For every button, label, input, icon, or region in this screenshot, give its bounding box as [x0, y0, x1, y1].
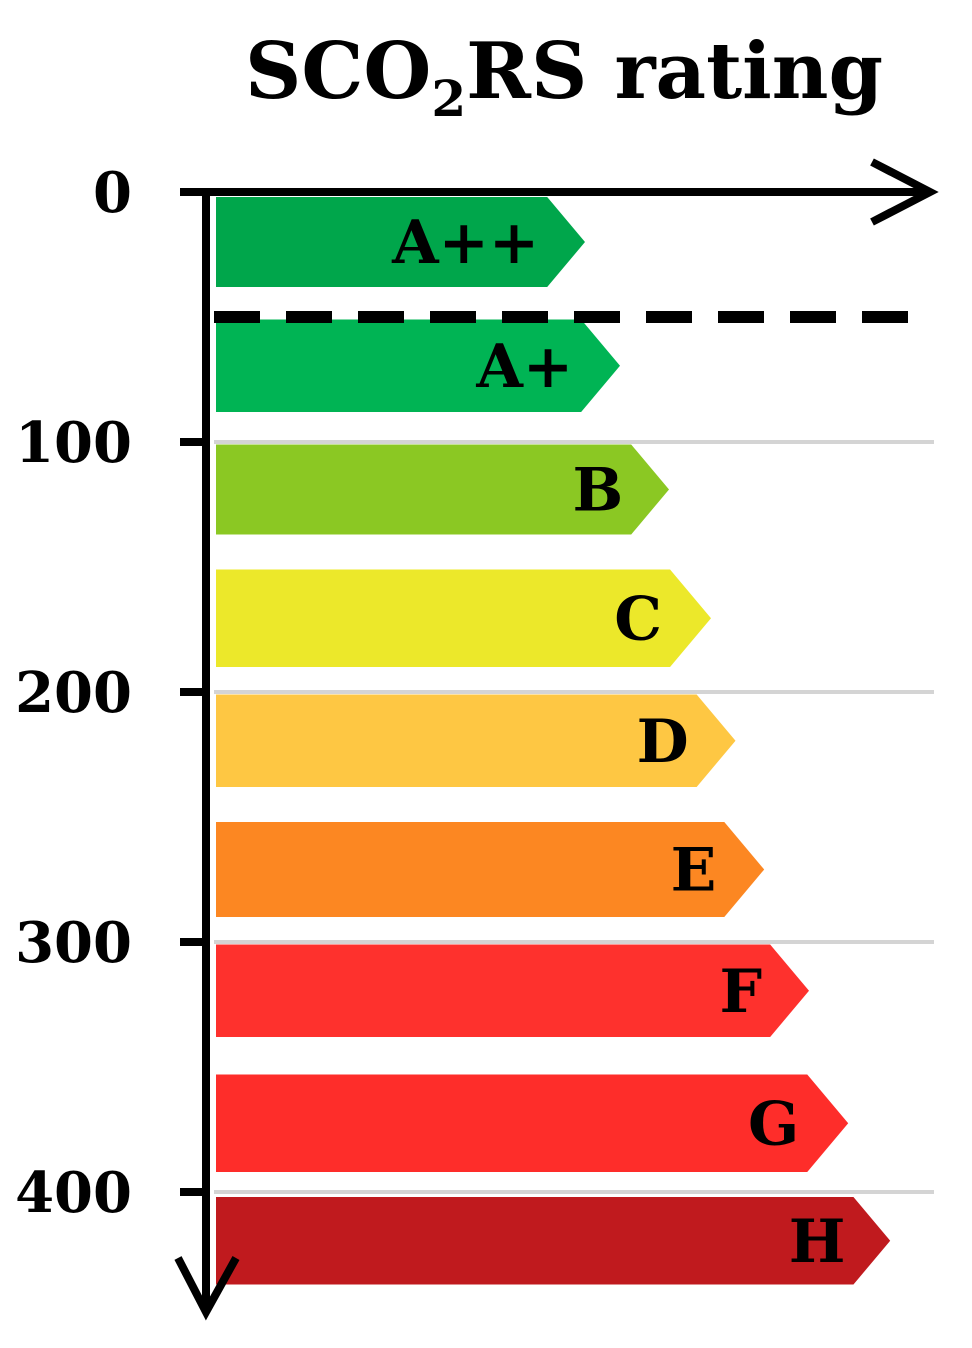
y-tick-label-0: 0 [93, 160, 132, 226]
chart-title-subscript: 2 [431, 69, 466, 128]
chart-title-suffix: RS rating [466, 26, 883, 117]
y-tick-label-400: 400 [15, 1160, 132, 1226]
y-tick-label-300: 300 [15, 910, 132, 976]
bar-d [216, 694, 736, 787]
bar-label-aplus: A+ [475, 332, 573, 402]
bar-label-d: D [637, 707, 689, 777]
bar-f [216, 944, 809, 1037]
bar-label-h: H [789, 1207, 846, 1277]
rating-bars [216, 197, 891, 1285]
chart-title: SCO2RS rating [245, 26, 883, 128]
bar-g [216, 1074, 849, 1172]
gridlines [214, 440, 934, 1194]
chart-title-main: SCO [245, 26, 431, 117]
bar-h [216, 1197, 891, 1285]
bar-aplus [216, 319, 620, 412]
y-tick-label-200: 200 [15, 660, 132, 726]
bar-label-e: E [671, 836, 717, 906]
bar-label-aplusplus: A++ [391, 208, 539, 278]
bar-aplusplus [216, 197, 585, 287]
y-axis-arrowhead [174, 1256, 240, 1321]
y-tick-label-100: 100 [15, 410, 132, 476]
bar-b [216, 444, 669, 535]
bar-c [216, 569, 711, 667]
bar-label-c: C [614, 584, 662, 654]
x-axis-arrowhead [870, 158, 939, 226]
bar-label-f: F [720, 957, 763, 1027]
bar-e [216, 822, 765, 917]
bar-label-g: G [748, 1089, 799, 1159]
axes [174, 158, 939, 1321]
bar-label-b: B [572, 456, 623, 526]
